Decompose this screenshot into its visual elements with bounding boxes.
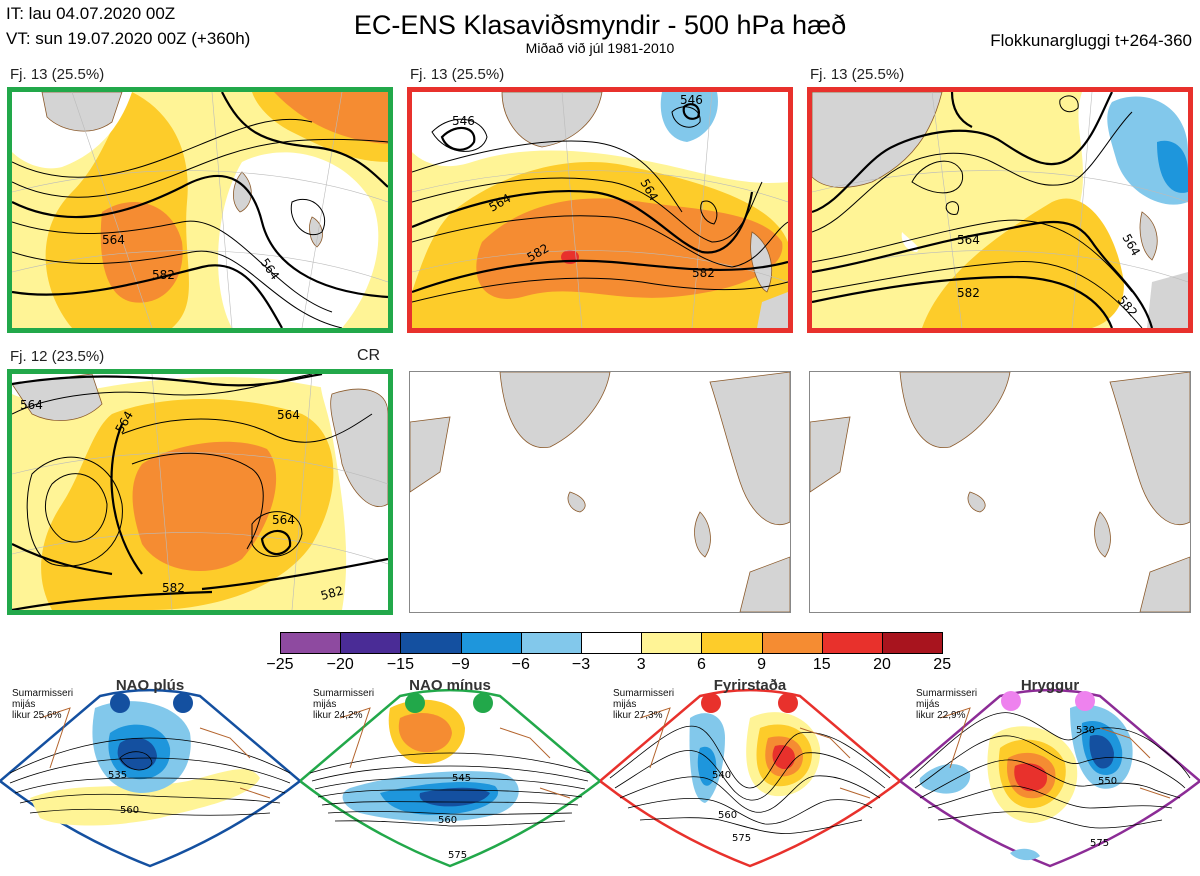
colorbar-tick-label: −20 bbox=[326, 656, 354, 673]
regime-3-marker-icon bbox=[778, 693, 798, 713]
colorbar-tick-label: 25 bbox=[933, 656, 952, 673]
contour-label: 546 bbox=[680, 93, 703, 107]
regime-2-title: NAO mínus bbox=[409, 677, 491, 694]
cluster-map-panel-3[interactable]: 564 564 582 582 bbox=[807, 87, 1193, 333]
colorbar-swatch bbox=[821, 632, 883, 654]
colorbar-swatch bbox=[581, 632, 643, 654]
colorbar-swatch bbox=[641, 632, 703, 654]
regime-4-title: Hryggur bbox=[1020, 677, 1080, 694]
cluster-map-panel-1[interactable]: 564 582 564 bbox=[7, 87, 393, 333]
colorbar-swatch bbox=[761, 632, 823, 654]
colorbar-swatch bbox=[701, 632, 763, 654]
panel-4-tag: CR bbox=[357, 347, 381, 364]
contour-label: 582 bbox=[152, 268, 175, 282]
regime-nao-minus[interactable]: 545 560 575 bbox=[298, 678, 602, 871]
colorbar-swatch bbox=[280, 632, 342, 654]
regime-2-marker-icon bbox=[473, 693, 493, 713]
contour-label: 575 bbox=[1090, 838, 1109, 849]
panel-4-label: Fj. 12 (23.5%) bbox=[10, 348, 105, 365]
contour-label: 535 bbox=[108, 770, 127, 781]
regime-1-info: Sumarmisseri mijás likur 25,6% bbox=[12, 688, 74, 721]
contour-label: 564 bbox=[20, 398, 43, 412]
regime-1-title: NAO plús bbox=[115, 677, 185, 694]
regime-nao-plus[interactable]: 535 560 bbox=[0, 678, 302, 871]
colorbar-tick-label: 20 bbox=[873, 656, 891, 673]
colorbar-tick-label: −3 bbox=[571, 656, 591, 673]
contour-label: 564 bbox=[102, 233, 125, 247]
empty-map-panel-5[interactable] bbox=[409, 371, 791, 613]
contour-label: 550 bbox=[1098, 776, 1117, 787]
colorbar-tick-label: 9 bbox=[757, 656, 767, 673]
cluster-map-panel-4[interactable]: 564 564 564 564 582 582 bbox=[7, 369, 393, 615]
cluster-map-panel-2[interactable]: 546 546 564 564 582 582 bbox=[407, 87, 793, 333]
colorbar-tick-label: −9 bbox=[451, 656, 470, 673]
colorbar-tick-label: 15 bbox=[812, 656, 831, 673]
regime-4-marker-icon bbox=[1075, 691, 1095, 711]
contour-label: 575 bbox=[732, 833, 751, 844]
regime-ridge[interactable]: 530 550 575 bbox=[898, 678, 1200, 871]
colorbar-swatch bbox=[400, 632, 462, 654]
regime-3-title: Fyrirstaða bbox=[713, 677, 787, 694]
initial-time-label: IT: lau 04.07.2020 00Z bbox=[6, 4, 176, 23]
colorbar-swatch bbox=[520, 632, 582, 654]
regime-3-info: Sumarmisseri mijás likur 27,3% bbox=[613, 688, 675, 721]
panel-2-label: Fj. 13 (25.5%) bbox=[410, 66, 505, 83]
panel-1-label: Fj. 13 (25.5%) bbox=[10, 66, 105, 83]
colorbar-tick-label: 6 bbox=[696, 656, 706, 673]
contour-label: 560 bbox=[718, 810, 737, 821]
regime-4-info: Sumarmisseri mijás likur 22,9% bbox=[916, 688, 978, 721]
regime-3-marker-icon bbox=[701, 693, 721, 713]
contour-label: 545 bbox=[452, 773, 471, 784]
colorbar-swatch bbox=[340, 632, 402, 654]
contour-label: 564 bbox=[957, 233, 980, 247]
contour-label: 582 bbox=[319, 583, 345, 602]
contour-label: 560 bbox=[120, 805, 139, 816]
regime-1-marker-icon bbox=[110, 693, 130, 713]
regime-2-marker-icon bbox=[405, 693, 425, 713]
contour-label: 564 bbox=[272, 513, 295, 527]
contour-label: 560 bbox=[438, 815, 457, 826]
valid-time-label: VT: sun 19.07.2020 00Z (+360h) bbox=[6, 29, 251, 48]
contour-label: 530 bbox=[1076, 725, 1095, 736]
contour-label: 582 bbox=[957, 286, 980, 300]
colorbar-tick-label: −25 bbox=[266, 656, 294, 673]
regime-4-marker-icon bbox=[1001, 691, 1021, 711]
colorbar-swatch bbox=[882, 632, 944, 654]
contour-label: 582 bbox=[162, 581, 185, 595]
panel-3-label: Fj. 13 (25.5%) bbox=[810, 66, 905, 83]
page-subtitle: Miðað við júl 1981-2010 bbox=[525, 40, 675, 56]
colorbar-tick-label: 3 bbox=[636, 656, 646, 673]
page-title: EC-ENS Klasaviðsmyndir - 500 hPa hæð bbox=[353, 10, 847, 40]
regime-1-marker-icon bbox=[173, 693, 193, 713]
contour-label: 546 bbox=[452, 114, 475, 128]
colorbar-tick-label: −15 bbox=[386, 656, 414, 673]
empty-map-panel-6[interactable] bbox=[809, 371, 1191, 613]
colorbar-swatch bbox=[460, 632, 522, 654]
contour-label: 564 bbox=[277, 408, 300, 422]
contour-label: 582 bbox=[692, 266, 715, 280]
regime-blocking[interactable]: 540 560 575 bbox=[598, 678, 902, 871]
contour-label: 575 bbox=[448, 850, 467, 861]
colorbar-tick-label: −6 bbox=[511, 656, 530, 673]
contour-label: 540 bbox=[712, 770, 731, 781]
regime-2-info: Sumarmisseri mijás likur 24,2% bbox=[313, 688, 375, 721]
classification-window-label: Flokkunargluggi t+264-360 bbox=[990, 31, 1192, 50]
